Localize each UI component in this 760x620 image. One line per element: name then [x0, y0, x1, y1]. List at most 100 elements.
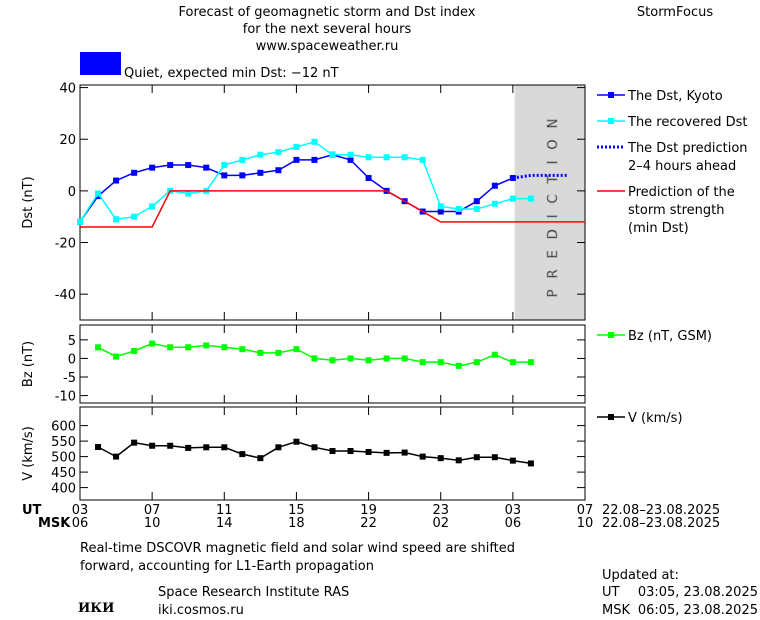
marker [149, 203, 156, 210]
marker [455, 205, 462, 212]
marker [365, 154, 372, 161]
y-tick-label: 600 [51, 420, 76, 435]
x-axis-label: UT [22, 503, 42, 518]
marker [131, 348, 138, 354]
x-tick-label: 19 [360, 503, 377, 518]
marker [509, 359, 516, 366]
marker [203, 164, 210, 171]
marker [419, 359, 426, 366]
marker [347, 355, 354, 362]
marker [293, 438, 300, 445]
x-tick-label: 23 [432, 503, 449, 518]
legend-label: The Dst prediction 2–4 hours ahead [627, 141, 748, 174]
x2-axis-label: MSK [38, 516, 71, 531]
brand: StormFocus [637, 5, 713, 20]
marker [311, 355, 318, 362]
marker [131, 213, 138, 220]
x-tick-label: 07 [144, 503, 161, 518]
marker [257, 151, 264, 158]
title-line: www.spaceweather.ru [256, 39, 399, 54]
marker [437, 208, 444, 215]
marker [527, 460, 534, 467]
logo: ИКИ [78, 601, 114, 616]
marker [149, 340, 156, 347]
marker [437, 203, 444, 210]
legend-marker [608, 332, 614, 338]
marker [131, 439, 138, 446]
marker [221, 172, 228, 179]
marker [113, 216, 120, 223]
footer-note: Real-time DSCOVR magnetic field and sola… [80, 541, 515, 556]
marker [383, 154, 390, 161]
marker [185, 190, 192, 197]
status-swatch [80, 52, 121, 75]
updated-label: MSK [602, 603, 630, 618]
institute: Space Research Institute RAS [158, 585, 349, 600]
marker [239, 172, 246, 179]
marker [437, 359, 444, 366]
x2-tick-label: 22 [360, 516, 377, 531]
updated-title: Updated at: [602, 568, 679, 583]
y-tick-label: 40 [59, 82, 76, 97]
status-text: Quiet, expected min Dst: −12 nT [124, 66, 339, 81]
series-line [80, 190, 585, 228]
series-line [512, 173, 567, 180]
marker [437, 455, 444, 462]
marker [203, 444, 210, 451]
marker [401, 449, 408, 456]
marker [95, 344, 102, 351]
legend-label: Prediction of the storm strength (min Dst) [628, 185, 735, 236]
marker [473, 205, 480, 212]
marker [419, 453, 426, 460]
marker [527, 359, 534, 366]
updated-label: UT [602, 585, 620, 600]
updated-value: 03:05, 23.08.2025 [638, 585, 758, 600]
legend-marker [608, 414, 614, 420]
marker [257, 349, 264, 356]
legend-label: The recovered Dst [627, 115, 747, 130]
updated-value: 06:05, 23.08.2025 [638, 603, 758, 618]
y-tick-label: -5 [63, 371, 76, 386]
date-range-msk: 22.08–23.08.2025 [602, 516, 720, 531]
marker [221, 444, 228, 451]
marker [329, 448, 336, 455]
x2-tick-label: 10 [577, 516, 594, 531]
marker [149, 442, 156, 449]
marker [203, 342, 210, 349]
legend-label: Bz (nT, GSM) [628, 329, 712, 344]
marker [95, 190, 102, 197]
marker [77, 218, 83, 225]
marker [185, 444, 192, 451]
marker [419, 156, 426, 163]
marker [185, 344, 192, 351]
marker [383, 355, 390, 362]
marker [275, 444, 282, 451]
y-tick-label: 400 [51, 482, 76, 497]
legend-label: The Dst, Kyoto [627, 89, 723, 104]
marker [239, 451, 246, 458]
marker [329, 357, 336, 364]
marker [347, 151, 354, 158]
y-tick-label: -10 [55, 390, 76, 405]
x-tick-label: 03 [505, 503, 522, 518]
y-axis-label: V (km/s) [21, 426, 36, 481]
x2-tick-label: 14 [216, 516, 233, 531]
title-line: Forecast of geomagnetic storm and Dst in… [178, 5, 475, 20]
legend-marker [608, 118, 614, 124]
marker [221, 344, 228, 351]
x-tick-label: 11 [216, 503, 233, 518]
x2-tick-label: 06 [505, 516, 522, 531]
y-axis-label: Bz (nT) [21, 341, 36, 387]
date-range: 22.08–23.08.2025 [602, 503, 720, 518]
marker [167, 162, 174, 169]
footer-note: forward, accounting for L1-Earth propaga… [80, 559, 374, 574]
marker [113, 453, 120, 460]
marker [239, 346, 246, 353]
x2-tick-label: 06 [72, 516, 89, 531]
x2-tick-label: 10 [144, 516, 161, 531]
y-tick-label: 500 [51, 451, 76, 466]
marker [455, 362, 462, 369]
panel-frame [79, 324, 586, 404]
marker [383, 449, 390, 456]
